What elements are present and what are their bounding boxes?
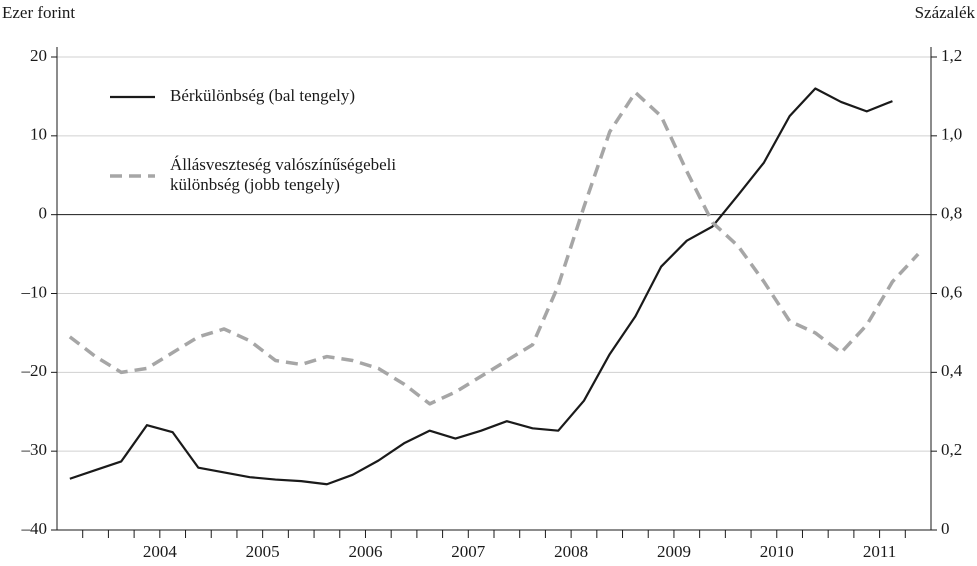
x-tick-label: 2006 xyxy=(348,542,382,561)
y-tick-label: –40 xyxy=(21,519,48,538)
y2-tick-label: 0,4 xyxy=(941,361,963,380)
y2-axis-title: Százalék xyxy=(915,3,976,22)
y2-tick-label: 0,2 xyxy=(941,440,962,459)
x-tick-label: 2007 xyxy=(451,542,486,561)
x-tick-label: 2005 xyxy=(246,542,280,561)
y-tick-label: –20 xyxy=(21,361,48,380)
x-tick-label: 2008 xyxy=(554,542,588,561)
x-tick-label: 2004 xyxy=(143,542,178,561)
y2-tick-label: 0,6 xyxy=(941,282,962,301)
x-tick-label: 2009 xyxy=(657,542,691,561)
legend-label: Bérkülönbség (bal tengely) xyxy=(170,86,356,105)
y2-tick-label: 0 xyxy=(941,519,950,538)
y2-tick-label: 1,2 xyxy=(941,46,962,65)
series-line xyxy=(68,90,920,406)
x-tick-label: 2010 xyxy=(760,542,794,561)
y-tick-label: –10 xyxy=(21,282,48,301)
y-tick-label: 20 xyxy=(30,46,47,65)
legend-label: Állásveszteség valószínűségebeli különbs… xyxy=(170,155,397,194)
series-line xyxy=(69,87,893,486)
x-tick-label: 2011 xyxy=(863,542,896,561)
y-tick-label: 10 xyxy=(30,125,47,144)
y-tick-label: –30 xyxy=(21,440,48,459)
y-axis-title: Ezer forint xyxy=(2,3,75,22)
y-tick-label: 0 xyxy=(39,204,48,223)
y2-tick-label: 0,8 xyxy=(941,204,962,223)
y2-tick-label: 1,0 xyxy=(941,125,962,144)
